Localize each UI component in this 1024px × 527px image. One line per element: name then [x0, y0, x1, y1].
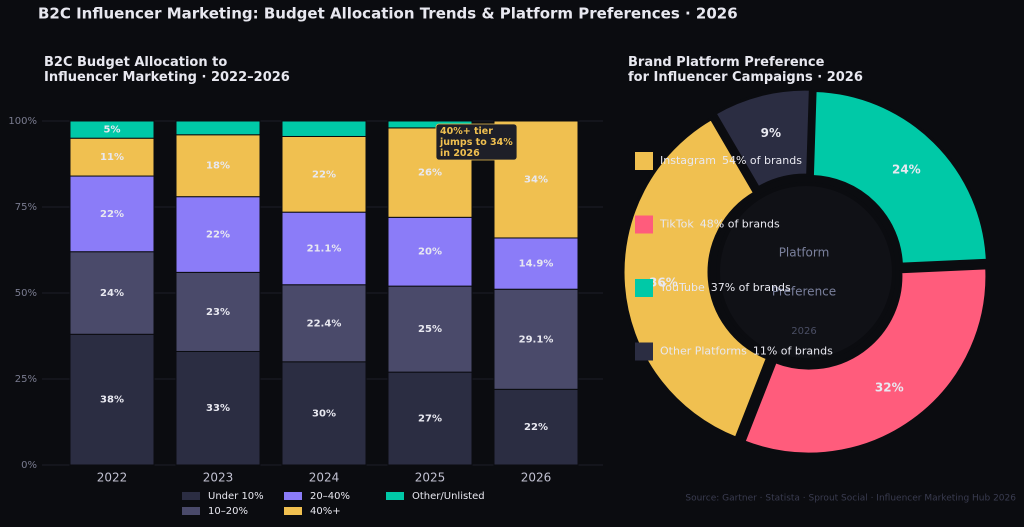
data-label: 32%	[875, 381, 904, 395]
legend-swatch	[635, 279, 653, 297]
legend-label: 10–20%	[208, 506, 248, 517]
donut-slice	[621, 116, 770, 441]
center-label: Platform	[779, 246, 830, 260]
legend-label: 20–40%	[310, 491, 350, 502]
data-label: 21.1%	[307, 243, 342, 254]
x-tick-label: 2024	[309, 471, 340, 485]
legend-label: Instagram 54% of brands	[660, 154, 802, 167]
bar-segment	[175, 120, 261, 136]
legend-label: 40%+	[310, 506, 341, 517]
donut-slice	[712, 87, 812, 190]
data-label: 22%	[206, 230, 230, 241]
data-label: 18%	[206, 161, 230, 172]
legend-name: TikTok	[659, 218, 694, 231]
legend-swatch	[284, 492, 302, 500]
data-label: 25%	[418, 324, 442, 335]
legend-swatch	[182, 492, 200, 500]
data-label: 22%	[312, 169, 336, 180]
bar-segment	[69, 251, 155, 335]
legend-label: Under 10%	[208, 491, 264, 502]
page-title: B2C Influencer Marketing: Budget Allocat…	[38, 5, 738, 23]
annotation: 40%+ tier jumps to 34% in 2026	[439, 126, 513, 159]
x-tick-label: 2025	[415, 471, 446, 485]
data-label: 5%	[104, 125, 121, 136]
bar-segment	[281, 361, 367, 466]
data-label: 9%	[761, 126, 781, 140]
data-label: 29.1%	[519, 334, 554, 345]
data-label: 38%	[100, 395, 124, 406]
legend-label: YouTube 37% of brands	[659, 281, 791, 294]
bar-segment	[387, 216, 473, 287]
bar-segment	[281, 120, 367, 137]
legend-label: Other Platforms 11% of brands	[660, 345, 833, 358]
data-label: 11%	[100, 152, 124, 163]
legend-note: 48% of brands	[700, 218, 780, 231]
legend-label: Other/Unlisted	[412, 491, 485, 502]
bar-segment	[69, 120, 155, 139]
data-label: 36%	[649, 276, 678, 290]
data-label: 24%	[892, 163, 921, 177]
bar-segment	[493, 237, 579, 290]
subplot-title: B2C Budget Allocation to Influencer Marke…	[44, 55, 290, 85]
data-label: 23%	[206, 307, 230, 318]
x-tick-label: 2026	[521, 471, 552, 485]
bar-segment	[175, 271, 261, 352]
data-label: 26%	[418, 168, 442, 179]
legend-name: Other Platforms	[660, 345, 747, 358]
y-tick-label: 25%	[15, 374, 37, 385]
legend-swatch	[635, 215, 653, 234]
y-tick-label: 100%	[8, 116, 37, 127]
y-tick-label: 0%	[21, 460, 37, 471]
bar-segment	[175, 196, 261, 273]
data-label: 24%	[100, 288, 124, 299]
y-tick-label: 50%	[15, 288, 37, 299]
subplot-title: Brand Platform Preference for Influencer …	[628, 55, 863, 85]
source: Source: Gartner · Statista · Sprout Soci…	[685, 494, 1016, 504]
x-tick-label: 2022	[97, 471, 128, 485]
data-label: 30%	[312, 408, 336, 419]
bar-segment	[281, 135, 367, 213]
legend-note: 37% of brands	[711, 281, 791, 294]
data-label: 34%	[524, 174, 548, 185]
legend-label: TikTok 48% of brands	[659, 218, 780, 231]
donut-slice	[810, 88, 989, 266]
bar-segment	[175, 350, 261, 466]
bar-segment	[175, 134, 261, 198]
data-label: 33%	[206, 403, 230, 414]
legend-name: YouTube	[659, 281, 705, 294]
bar-segment	[69, 137, 155, 177]
legend-swatch	[182, 507, 200, 515]
legend-swatch	[284, 507, 302, 515]
center-label: 2026	[791, 326, 816, 337]
bar-segment	[493, 388, 579, 466]
data-label: 27%	[418, 414, 442, 425]
bar-segment	[69, 175, 155, 253]
bar-segment	[69, 333, 155, 466]
center-label: Preference	[772, 285, 836, 299]
data-label: 14.9%	[519, 259, 554, 270]
legend-swatch	[635, 342, 653, 361]
legend-name: Instagram	[660, 154, 716, 167]
data-label: 22.4%	[307, 318, 342, 329]
annotation-box	[435, 123, 518, 161]
bar-segment	[281, 211, 367, 286]
donut-slice	[742, 266, 989, 456]
data-label: 20%	[418, 247, 442, 258]
legend-note: 54% of brands	[722, 154, 802, 167]
bar-segment	[281, 284, 367, 363]
data-label: 22%	[100, 209, 124, 220]
donut-hole	[716, 182, 896, 362]
legend-swatch	[386, 492, 404, 500]
legend-note: 11% of brands	[753, 345, 833, 358]
y-tick-label: 75%	[15, 202, 37, 213]
data-label: 22%	[524, 422, 548, 433]
x-tick-label: 2023	[203, 471, 234, 485]
legend-swatch	[635, 152, 653, 170]
bar-segment	[493, 288, 579, 390]
